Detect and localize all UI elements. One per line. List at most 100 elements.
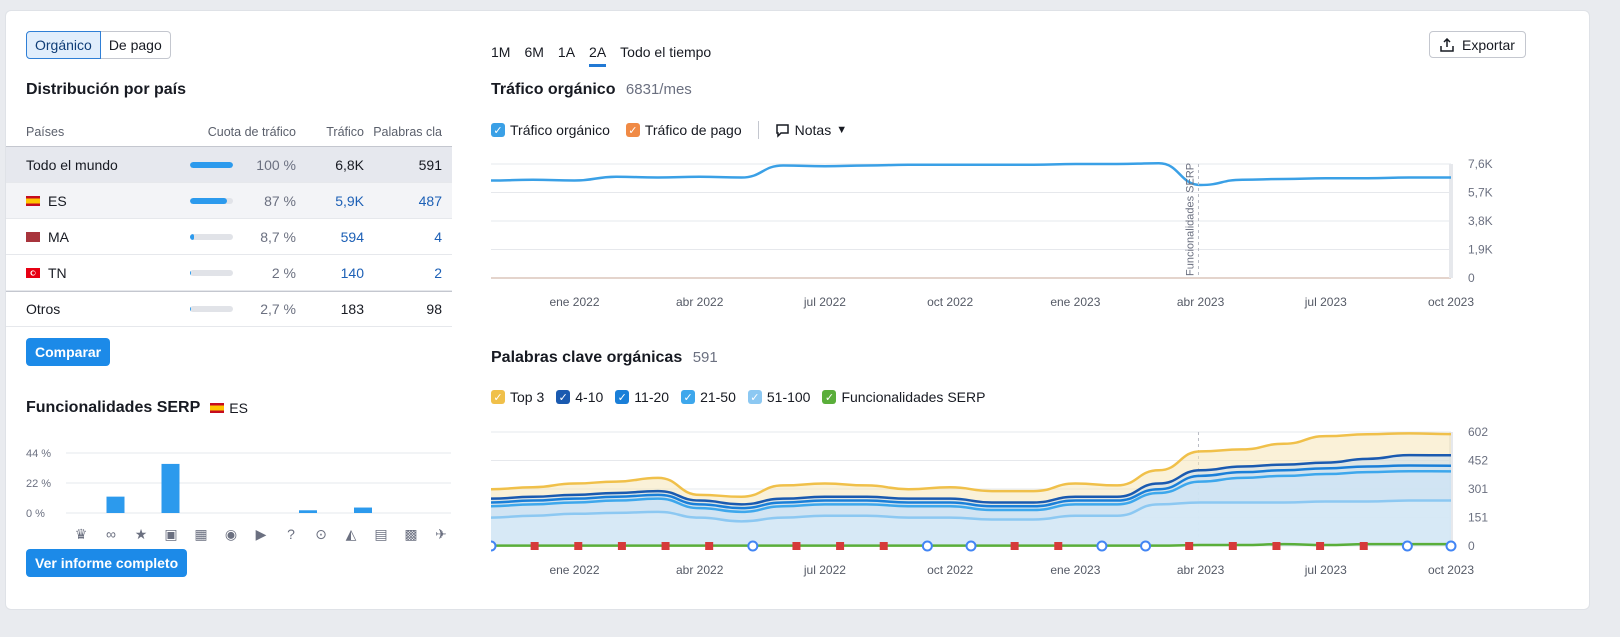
header-keywords: Palabras cla: [373, 124, 442, 139]
keyword-series-line[interactable]: [491, 432, 1452, 499]
note-marker[interactable]: [574, 542, 583, 550]
note-marker[interactable]: [792, 542, 801, 550]
period-1a[interactable]: 1A: [557, 44, 576, 60]
note-marker[interactable]: [879, 542, 888, 550]
legend-item[interactable]: ✓ 21-50: [681, 389, 736, 405]
x-tick-label: abr 2022: [676, 563, 724, 577]
period-6m[interactable]: 6M: [524, 44, 544, 60]
note-marker[interactable]: [1228, 542, 1237, 550]
note-marker[interactable]: [1272, 542, 1281, 550]
google-update-marker[interactable]: [1096, 540, 1108, 552]
spain-flag-icon: [210, 403, 225, 413]
organic-paid-toggle: Orgánico De pago: [26, 31, 171, 59]
y-tick-label: 5,7K: [1468, 186, 1493, 200]
legend-label: Top 3: [510, 389, 545, 405]
organic-keywords-chart: 602 452 301 151 0 ene 2022 abr 2022 jul 2022 oc…: [491, 425, 1488, 577]
keyword-series-line[interactable]: [491, 499, 1451, 523]
traffic-link[interactable]: 140: [340, 264, 364, 281]
note-marker[interactable]: [1316, 542, 1325, 550]
legend-label: 51-100: [766, 389, 811, 405]
keywords-legend: ✓ Top 3 ✓ 4-10 ✓ 11-20 ✓ 21-50 ✓ 51-100 ✓ Funcional…: [491, 389, 985, 405]
table-row-others[interactable]: Otros 2,7 % 183 98: [6, 291, 452, 327]
note-marker[interactable]: [1359, 542, 1368, 550]
table-header: Países Cuota de tráfico Tráfico Palabras…: [6, 117, 452, 147]
full-report-button[interactable]: Ver informe completo: [26, 549, 188, 577]
y-tick-label: 602: [1468, 425, 1488, 439]
serp-country: ES: [210, 400, 248, 416]
share-bar: [190, 306, 233, 312]
google-update-marker[interactable]: [747, 540, 759, 552]
y-tick-label: 0: [1468, 539, 1475, 553]
google-update-marker[interactable]: [921, 540, 933, 552]
y-tick-label: 22 %: [26, 478, 51, 490]
x-tick-label: ene 2022: [549, 295, 599, 309]
google-update-marker[interactable]: [965, 540, 977, 552]
period-all-time[interactable]: Todo el tiempo: [620, 44, 712, 60]
organic-keywords-title-row: Palabras clave orgánicas 591: [491, 349, 718, 367]
organic-traffic-line[interactable]: [491, 161, 1451, 187]
keywords-link[interactable]: 487: [418, 192, 442, 209]
traffic-link[interactable]: 5,9K: [335, 192, 364, 209]
google-update-marker[interactable]: [1140, 540, 1152, 552]
legend-item[interactable]: ✓ 51-100: [747, 389, 811, 405]
table-row-worldwide[interactable]: Todo el mundo 100 % 6,8K 591: [6, 147, 452, 183]
comment-icon: [775, 123, 789, 138]
notes-dropdown[interactable]: Notas ▼: [775, 122, 847, 138]
note-marker[interactable]: [530, 542, 539, 550]
legend-item[interactable]: ✓ Top 3: [491, 389, 544, 405]
organic-traffic-value: 6831/mes: [625, 81, 692, 98]
note-marker[interactable]: [836, 542, 845, 550]
y-tick-label: 7,6K: [1468, 157, 1493, 171]
keyword-series-line[interactable]: [491, 469, 1452, 514]
legend-item[interactable]: ✓ 4-10: [556, 389, 603, 405]
note-marker[interactable]: [1054, 542, 1063, 550]
star-icon: ★: [135, 526, 148, 542]
period-2a[interactable]: 2A: [589, 44, 607, 67]
traffic-link[interactable]: 594: [340, 228, 364, 245]
compare-button[interactable]: Comparar: [26, 338, 111, 366]
note-marker[interactable]: [661, 542, 670, 550]
period-1m[interactable]: 1M: [491, 44, 511, 60]
share-bar: [190, 161, 233, 168]
y-tick-label: 3,8K: [1468, 214, 1493, 228]
note-marker[interactable]: [1010, 542, 1019, 550]
legend-item[interactable]: ✓ 11-20: [615, 389, 669, 405]
serp-bar[interactable]: [161, 463, 180, 513]
serp-bar[interactable]: [299, 510, 317, 513]
y-tick-label: 1,9K: [1468, 243, 1493, 257]
checkbox-checked-icon: ✓: [556, 390, 571, 404]
twitter-icon: ✈: [435, 526, 447, 542]
paid-toggle-button[interactable]: De pago: [100, 31, 171, 59]
keyword-series-line[interactable]: [491, 464, 1452, 510]
note-marker[interactable]: [1185, 542, 1194, 550]
keyword-series-line[interactable]: [491, 453, 1452, 506]
note-marker[interactable]: [705, 542, 714, 550]
legend-paid[interactable]: ✓ Tráfico de pago: [625, 122, 742, 138]
x-tick-label: ene 2023: [1050, 563, 1100, 577]
x-tick-label: jul 2023: [1304, 563, 1347, 577]
share-bar-fill: [190, 269, 192, 276]
x-tick-label: oct 2022: [927, 563, 973, 577]
table-row-es[interactable]: ES 87 % 5,9K 487: [6, 183, 452, 219]
serp-bar[interactable]: [106, 496, 125, 513]
keywords-link[interactable]: 4: [434, 228, 442, 245]
export-button[interactable]: Exportar: [1429, 31, 1526, 58]
table-row-ma[interactable]: MA 8,7 % 594 4: [6, 219, 452, 255]
keywords-link[interactable]: 2: [434, 264, 442, 281]
y-tick-label: 0: [1468, 271, 1475, 285]
legend-organic[interactable]: ✓ Tráfico orgánico: [491, 122, 610, 138]
organic-toggle-button[interactable]: Orgánico: [26, 31, 101, 59]
note-marker[interactable]: [617, 542, 626, 550]
google-update-marker[interactable]: [491, 540, 497, 552]
legend-item[interactable]: ✓ Funcionalidades SERP: [822, 389, 985, 405]
share-bar-fill: [190, 197, 228, 204]
x-tick-label: ene 2023: [1050, 295, 1100, 309]
google-update-marker[interactable]: [1445, 540, 1457, 552]
google-update-marker[interactable]: [1401, 540, 1413, 552]
serp-bar[interactable]: [354, 507, 372, 513]
legend-divider: [757, 121, 759, 139]
x-tick-label: jul 2022: [803, 563, 846, 577]
checkbox-checked-icon: ✓: [747, 390, 762, 404]
table-row-tn[interactable]: TN 2 % 140 2: [6, 255, 452, 291]
country-name: Todo el mundo: [26, 156, 118, 173]
